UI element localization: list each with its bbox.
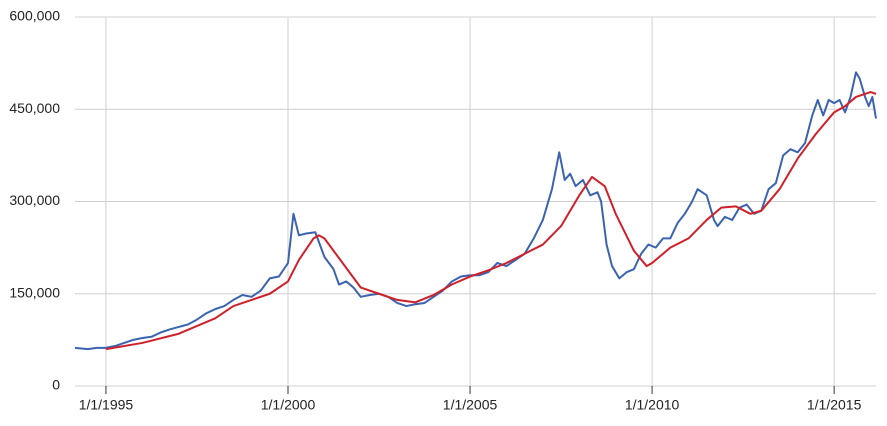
x-tick-label: 1/1/2010 (625, 397, 680, 413)
y-tick-label: 600,000 (9, 8, 60, 24)
y-tick-label: 300,000 (9, 192, 60, 208)
x-tick-label: 1/1/2000 (261, 397, 316, 413)
y-tick-label: 0 (52, 377, 60, 393)
y-tick-label: 450,000 (9, 100, 60, 116)
x-tick-label: 1/1/1995 (79, 397, 134, 413)
data-line (74, 71, 877, 351)
x-tick-label: 1/1/2005 (443, 397, 498, 413)
data-line (105, 91, 877, 351)
x-tick-label: 1/1/2015 (807, 397, 862, 413)
y-tick-label: 150,000 (9, 284, 60, 300)
